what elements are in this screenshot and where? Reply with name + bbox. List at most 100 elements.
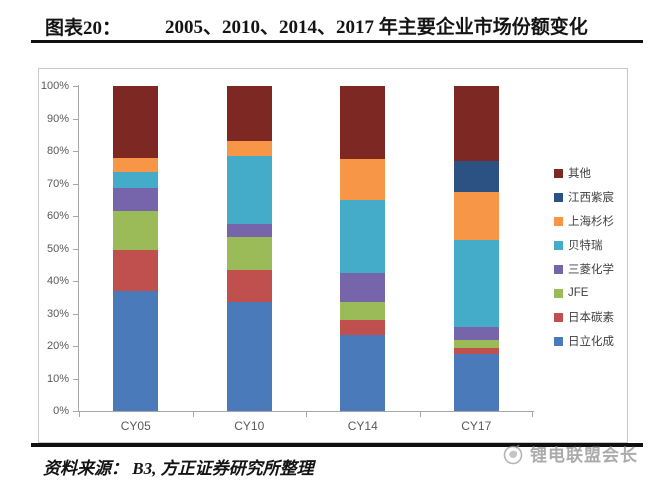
y-axis-tick — [73, 411, 78, 412]
legend-label: JFE — [568, 287, 589, 299]
legend-swatch-icon — [554, 312, 563, 322]
bar-segment-贝特瑞 — [226, 155, 272, 225]
watermark-text: 锂电联盟会长 — [530, 446, 638, 465]
x-axis-tick — [192, 412, 194, 417]
legend-label: 贝特瑞 — [568, 240, 603, 252]
bar-segment-上海杉杉 — [340, 159, 386, 200]
y-axis-tick-label: 80% — [46, 145, 69, 157]
y-axis-tick-label: 100% — [40, 80, 69, 92]
legend-item-上海杉杉: 上海杉杉 — [554, 209, 614, 233]
bar-segment-其他 — [453, 86, 499, 161]
y-axis-tick-label: 20% — [46, 340, 69, 352]
y-axis-tick-label: 40% — [46, 275, 69, 287]
y-axis-tick-label: 30% — [46, 307, 69, 320]
bar-segment-三菱化学 — [226, 224, 272, 238]
y-axis-tick — [73, 118, 78, 120]
stacked-bar-CY17 — [453, 86, 499, 411]
y-axis-tick-label: 50% — [46, 242, 69, 255]
bar-segment-上海杉杉 — [113, 157, 159, 173]
legend-item-JFE: JFE — [554, 281, 614, 305]
bar-segment-上海杉杉 — [226, 141, 272, 156]
bar-segment-JFE — [340, 302, 386, 320]
bar-segment-JFE — [453, 339, 499, 348]
y-axis-tick — [73, 346, 78, 347]
legend-swatch-icon — [554, 336, 563, 346]
x-axis-category-label: CY14 — [347, 419, 378, 433]
bar-segment-日立化成 — [226, 302, 272, 411]
y-axis-tick-label: 60% — [46, 210, 69, 222]
bar-segment-日立化成 — [453, 354, 499, 411]
y-axis-tick — [73, 216, 78, 217]
y-axis-tick-label: 90% — [46, 112, 69, 125]
legend-item-贝特瑞: 贝特瑞 — [554, 233, 614, 257]
bar-segment-日立化成 — [340, 334, 386, 411]
x-axis-tick — [306, 412, 307, 417]
x-axis-line — [78, 411, 534, 412]
footer-divider — [31, 443, 643, 447]
y-axis-tick-label: 70% — [46, 177, 69, 190]
bar-segment-其他 — [340, 86, 386, 160]
y-axis-tick-label: 0% — [53, 405, 69, 417]
bar-segment-日本碳素 — [113, 250, 159, 291]
plot-area: 0% 10% 20% 30% 40% 50% 60% 70% 80% 90% 100% CY05 CY1… — [41, 80, 534, 433]
chart-area: 0% 10% 20% 30% 40% 50% 60% 70% 80% 90% 100% CY05 CY1… — [38, 68, 628, 443]
bar-segment-贝特瑞 — [340, 199, 386, 273]
source-note: 资料来源： B3, 方正证券研究所整理 — [43, 459, 314, 478]
bar-segment-其他 — [226, 86, 272, 142]
y-axis-tick — [73, 313, 78, 315]
stacked-bar-CY14 — [340, 86, 386, 411]
legend-item-日本碳素: 日本碳素 — [554, 305, 614, 329]
figure-title: 2005、2010、2014、2017 年主要企业市场份额变化 — [165, 17, 588, 38]
chart-legend: 其他江西紫宸上海杉杉贝特瑞三菱化学 JFE 日本碳素日立化成 — [554, 161, 614, 353]
header-divider — [31, 40, 643, 43]
bar-segment-日本碳素 — [453, 347, 499, 355]
legend-label: 上海杉杉 — [568, 216, 614, 228]
x-axis-tick — [419, 412, 421, 417]
legend-item-日立化成: 日立化成 — [554, 329, 614, 353]
y-axis-tick — [73, 86, 78, 87]
bar-segment-日本碳素 — [340, 320, 386, 335]
legend-label: 日本碳素 — [568, 312, 614, 324]
y-axis-tick — [73, 248, 78, 250]
legend-label: 其他 — [568, 168, 591, 180]
bar-segment-三菱化学 — [113, 188, 159, 212]
bar-segment-日本碳素 — [226, 269, 272, 303]
legend-label: 江西紫宸 — [568, 192, 614, 204]
stacked-bar-CY05 — [113, 86, 159, 411]
watermark-logo-icon — [503, 443, 523, 464]
bar-segment-其他 — [113, 86, 159, 158]
bar-segment-三菱化学 — [340, 272, 386, 303]
legend-swatch-icon — [554, 288, 563, 298]
legend-swatch-icon — [554, 168, 563, 178]
figure-number-label: 图表20： — [45, 18, 122, 39]
legend-label: 日立化成 — [568, 336, 614, 348]
bar-segment-日立化成 — [113, 290, 159, 411]
bar-segment-JFE — [113, 211, 159, 251]
y-axis-tick — [73, 281, 78, 282]
bar-segment-三菱化学 — [453, 326, 499, 340]
x-axis-category-label: CY17 — [461, 419, 492, 433]
bar-segment-贝特瑞 — [113, 172, 159, 189]
y-axis-tick-label: 10% — [46, 372, 69, 385]
legend-swatch-icon — [554, 240, 563, 250]
y-axis-tick — [73, 378, 78, 380]
bar-segment-江西紫宸 — [453, 160, 499, 192]
legend-item-其他: 其他 — [554, 161, 614, 185]
y-axis-tick — [73, 183, 78, 185]
x-axis-tick — [79, 412, 80, 417]
legend-label: 三菱化学 — [568, 264, 614, 276]
bar-segment-JFE — [226, 237, 272, 270]
x-axis-tick — [532, 412, 533, 417]
watermark: 锂电联盟会长 — [501, 441, 638, 466]
bar-segment-上海杉杉 — [453, 191, 499, 241]
y-axis-line — [78, 85, 79, 412]
bar-segment-贝特瑞 — [453, 240, 499, 327]
legend-item-三菱化学: 三菱化学 — [554, 257, 614, 281]
x-axis-category-label: CY05 — [120, 419, 151, 433]
legend-swatch-icon — [554, 264, 563, 274]
y-axis-tick — [73, 151, 78, 152]
legend-swatch-icon — [554, 192, 563, 202]
x-axis-category-label: CY10 — [234, 419, 265, 433]
stacked-bar-CY10 — [226, 86, 272, 411]
